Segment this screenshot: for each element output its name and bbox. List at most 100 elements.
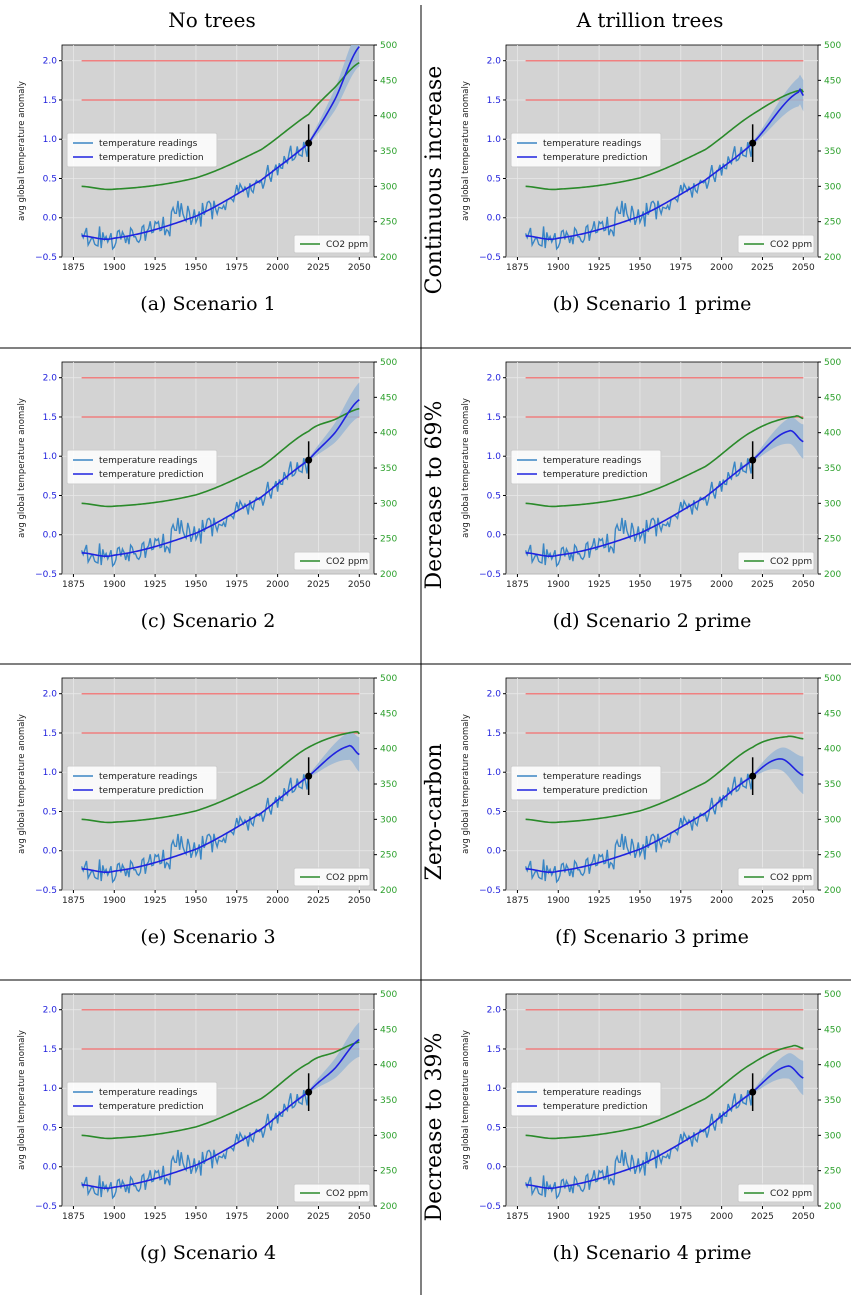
y-right-tick-label: 200: [824, 886, 841, 896]
y-right-tick-label: 350: [380, 147, 397, 157]
current-marker: [305, 772, 313, 780]
y-right-tick-label: 400: [824, 1061, 841, 1071]
subfigure-caption: (e) Scenario 3: [140, 926, 275, 948]
y-right-tick-label: 450: [380, 1025, 397, 1035]
x-tick-label: 2025: [307, 580, 330, 590]
y-right-tick-label: 350: [380, 1096, 397, 1106]
legend-label-prediction: temperature prediction: [99, 470, 204, 480]
current-marker: [305, 456, 313, 464]
y-left-tick-label: 0.5: [487, 1123, 501, 1133]
y-right-tick-label: 200: [380, 570, 397, 580]
legend-box: [510, 449, 662, 485]
y-right-tick-label: 500: [824, 990, 841, 1000]
row-label: Decrease to 39%: [422, 1033, 447, 1222]
y-right-tick-label: 300: [824, 182, 841, 192]
y-left-tick-label: 0.0: [43, 1163, 58, 1173]
x-tick-label: 2000: [710, 896, 733, 906]
y-left-tick-label: 2.0: [43, 57, 58, 67]
legend-label-prediction: temperature prediction: [543, 153, 648, 163]
y-left-tick-label: 0.5: [487, 174, 501, 184]
x-tick-label: 1950: [184, 580, 207, 590]
prediction-band: [293, 1022, 360, 1105]
current-marker: [749, 1088, 757, 1096]
y-right-tick-label: 450: [824, 1025, 841, 1035]
y-right-tick-label: 450: [380, 393, 397, 403]
x-tick-label: 2050: [792, 263, 815, 273]
y-left-tick-label: −0.5: [35, 570, 57, 580]
y-right-tick-label: 500: [824, 41, 841, 51]
temperature-prediction-line: [525, 1065, 804, 1190]
y-left-tick-label: 0.0: [43, 847, 58, 857]
legend-box: [510, 1081, 662, 1117]
y-right-tick-label: 200: [824, 1202, 841, 1212]
legend-label-co2: CO2 ppm: [770, 240, 812, 250]
y-right-tick-label: 250: [824, 851, 841, 861]
y-right-tick-label: 300: [380, 182, 397, 192]
legend-box-co2: [737, 551, 815, 571]
y-right-tick-label: 200: [380, 253, 397, 263]
legend-box-co2: [737, 1183, 815, 1203]
y-axis-label: avg global temperature anomaly: [17, 1030, 27, 1170]
legend-label-co2: CO2 ppm: [770, 873, 812, 883]
x-tick-label: 1925: [588, 896, 611, 906]
x-tick-label: 1950: [628, 896, 651, 906]
chart-c: 1875 1900 1925 1950 1975 2000 2025 2050 −0.5 0.0 0…: [17, 358, 397, 632]
y-left-tick-label: 1.5: [487, 96, 501, 106]
co2-line: [525, 735, 804, 824]
subfigure-caption: (a) Scenario 1: [140, 293, 275, 315]
y-right-tick-label: 350: [824, 1096, 841, 1106]
legend-box: [510, 765, 662, 801]
y-right-tick-label: 200: [380, 886, 397, 896]
legend-box-co2: [737, 867, 815, 887]
x-tick-label: 2025: [751, 580, 774, 590]
legend-box: [66, 449, 218, 485]
x-tick-label: 1925: [144, 580, 167, 590]
y-right-tick-label: 250: [380, 1167, 397, 1177]
y-left-tick-label: −0.5: [35, 886, 57, 896]
y-right-tick-label: 500: [380, 41, 397, 51]
legend-box-co2: [293, 1183, 371, 1203]
co2-line: [81, 407, 360, 508]
y-right-tick-label: 200: [380, 1202, 397, 1212]
x-tick-label: 1925: [588, 1212, 611, 1222]
legend-label-co2: CO2 ppm: [326, 873, 368, 883]
y-right-tick-label: 500: [380, 990, 397, 1000]
subfigure-caption: (b) Scenario 1 prime: [553, 293, 752, 315]
prediction-band: [737, 747, 804, 795]
x-tick-label: 2050: [348, 1212, 371, 1222]
x-tick-label: 1900: [547, 580, 570, 590]
current-marker: [749, 456, 757, 464]
x-tick-label: 1900: [103, 896, 126, 906]
y-axis-label: avg global temperature anomaly: [461, 398, 471, 538]
x-tick-label: 1900: [547, 1212, 570, 1222]
y-right-tick-label: 450: [380, 709, 397, 719]
row-label: Decrease to 69%: [422, 401, 447, 590]
x-tick-label: 2000: [710, 1212, 733, 1222]
legend-label-readings: temperature readings: [543, 139, 642, 149]
legend-label-prediction: temperature prediction: [543, 1102, 648, 1112]
x-tick-label: 2025: [751, 896, 774, 906]
legend-label-co2: CO2 ppm: [326, 1189, 368, 1199]
x-tick-label: 2025: [307, 1212, 330, 1222]
y-axis-label: avg global temperature anomaly: [17, 398, 27, 538]
y-right-tick-label: 250: [380, 851, 397, 861]
legend-label-readings: temperature readings: [99, 456, 198, 466]
x-tick-label: 2050: [792, 896, 815, 906]
y-right-tick-label: 450: [824, 76, 841, 86]
y-left-tick-label: 0.0: [43, 214, 58, 224]
x-tick-label: 1900: [103, 1212, 126, 1222]
legend-label-co2: CO2 ppm: [770, 557, 812, 567]
x-tick-label: 1950: [628, 580, 651, 590]
y-axis-label: avg global temperature anomaly: [461, 1030, 471, 1170]
x-tick-label: 1900: [103, 263, 126, 273]
x-tick-label: 1950: [628, 263, 651, 273]
x-tick-label: 2000: [266, 1212, 289, 1222]
y-right-tick-label: 450: [824, 709, 841, 719]
x-tick-label: 1875: [62, 1212, 85, 1222]
chart-b: 1875 1900 1925 1950 1975 2000 2025 2050 −0.5 0.0 0…: [461, 41, 841, 315]
x-tick-label: 2000: [710, 580, 733, 590]
x-tick-label: 1975: [225, 263, 248, 273]
legend-label-readings: temperature readings: [543, 456, 642, 466]
legend-box: [66, 1081, 218, 1117]
